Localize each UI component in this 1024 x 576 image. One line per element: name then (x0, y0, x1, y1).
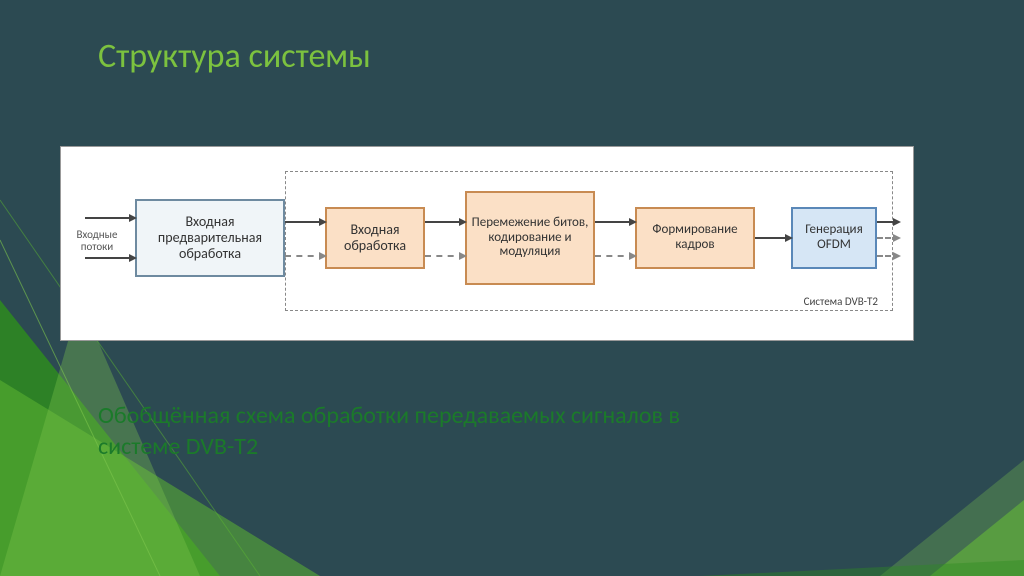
arrow-8 (755, 237, 791, 239)
flowchart: Входные потоки Система DVB-T2 Входная пр… (75, 177, 899, 326)
slide-title: Структура системы (98, 36, 371, 77)
arrow-9 (877, 221, 899, 223)
block-ofdm: Генерация OFDM (791, 207, 877, 269)
arrow-2 (285, 221, 325, 223)
block-bit: Перемежение битов, кодирование и модуляц… (465, 191, 595, 285)
arrow-7 (595, 255, 635, 257)
block-pre: Входная предварительная обработка (135, 199, 285, 277)
arrow-0 (85, 217, 135, 219)
arrow-11 (877, 255, 899, 257)
diagram-panel: Входные потоки Система DVB-T2 Входная пр… (60, 146, 914, 341)
arrow-10 (877, 237, 899, 239)
arrow-5 (425, 255, 465, 257)
block-in: Входная обработка (325, 207, 425, 269)
slide-caption: Обобщённая схема обработки передаваемых … (98, 400, 738, 462)
arrow-6 (595, 221, 635, 223)
arrow-1 (85, 257, 135, 259)
block-frame: Формирование кадров (635, 207, 755, 269)
input-streams-label: Входные потоки (71, 229, 123, 253)
arrow-3 (285, 255, 325, 257)
system-boundary-label: Система DVB-T2 (804, 295, 878, 308)
arrow-4 (425, 221, 465, 223)
